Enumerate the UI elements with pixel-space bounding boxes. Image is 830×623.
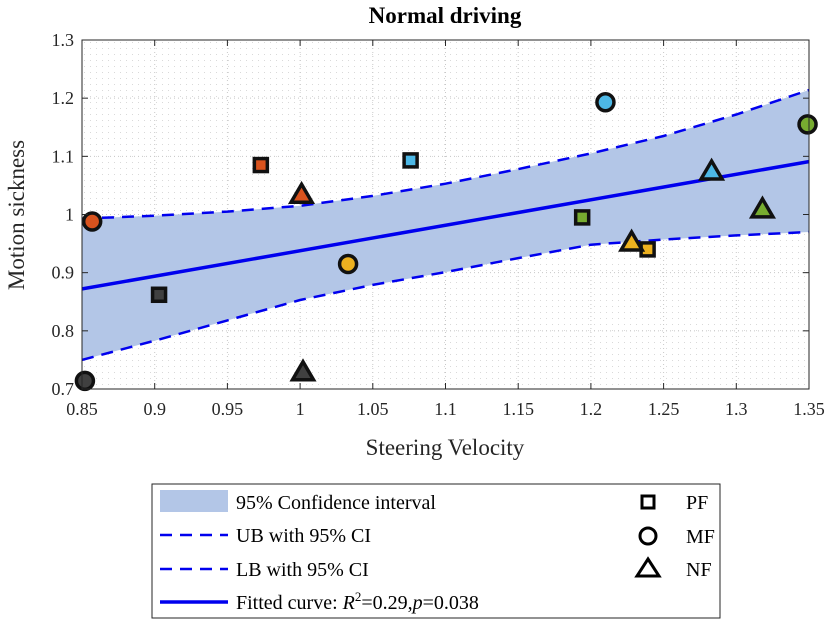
y-tick-label: 0.7 [52, 379, 75, 399]
chart-title: Normal driving [369, 3, 522, 28]
x-tick-label: 0.9 [143, 399, 166, 419]
x-tick-label: 1.1 [434, 399, 457, 419]
legend-fit-r-exponent: 2 [355, 589, 362, 604]
legend-fit-stats: =0.29, [361, 592, 412, 614]
lower-bound-line [82, 230, 809, 362]
y-tick-label: 0.9 [52, 263, 75, 283]
point-mf [595, 91, 616, 113]
y-axis-label: Motion sickness [4, 140, 29, 290]
x-tick-label: 1.2 [580, 399, 603, 419]
y-tick-label: 1 [65, 205, 74, 225]
x-tick-labels: 0.85 0.9 0.95 1 1.05 1.1 1.15 1.2 1.25 1.3 1.35 [66, 399, 825, 419]
point-nf [289, 358, 317, 382]
x-tick-label: 1.15 [502, 399, 534, 419]
tick-marks [81, 39, 810, 390]
point-nf [618, 228, 646, 252]
x-tick-label: 0.85 [66, 399, 98, 419]
x-tick-label: 1.35 [793, 399, 825, 419]
x-tick-label: 1.05 [357, 399, 389, 419]
y-tick-label: 1.1 [52, 146, 75, 166]
legend-fit-label: Fitted curve: R2=0.29,p=0.038 [236, 589, 479, 614]
point-mf [81, 211, 103, 232]
point-pf [150, 286, 168, 304]
legend-fit-p-value: =0.038 [423, 592, 479, 614]
upper-bound-line [82, 88, 809, 220]
point-nf [748, 195, 777, 219]
legend-pf-label: PF [686, 492, 708, 514]
y-tick-labels: 0.7 0.8 0.9 1 1.1 1.2 1.3 [52, 30, 75, 399]
y-tick-label: 1.2 [52, 88, 75, 108]
x-tick-label: 1 [296, 399, 305, 419]
point-pf [402, 152, 419, 169]
legend-lb-label: LB with 95% CI [236, 559, 369, 581]
legend-fit-prefix: Fitted curve: [236, 592, 343, 614]
legend: 95% Confidence interval UB with 95% CI L… [151, 483, 721, 619]
legend-fit-r: R [342, 592, 355, 614]
fitted-curve-line [82, 159, 809, 291]
legend-ub-label: UB with 95% CI [236, 525, 371, 547]
point-mf [337, 253, 359, 275]
point-mf [797, 114, 818, 135]
point-nf [698, 157, 726, 181]
legend-nf-label: NF [686, 559, 712, 581]
point-mf [74, 370, 96, 392]
legend-pf-marker [640, 494, 656, 510]
legend-ci-label: 95% Confidence interval [236, 492, 436, 514]
x-axis-label: Steering Velocity [366, 435, 525, 460]
legend-ci-swatch [160, 490, 228, 512]
point-nf [288, 180, 316, 205]
y-tick-label: 1.3 [52, 30, 75, 50]
x-tick-label: 1.25 [648, 399, 680, 419]
y-tick-label: 0.8 [52, 321, 75, 341]
point-pf [573, 209, 591, 226]
x-tick-label: 0.95 [212, 399, 244, 419]
x-tick-label: 1.3 [725, 399, 748, 419]
legend-box [151, 483, 721, 619]
legend-fit-p: p [411, 592, 423, 614]
legend-nf-marker [634, 556, 662, 578]
legend-mf-marker [638, 526, 658, 546]
data-points [74, 91, 818, 392]
legend-mf-label: MF [686, 526, 715, 548]
point-pf [252, 156, 270, 174]
